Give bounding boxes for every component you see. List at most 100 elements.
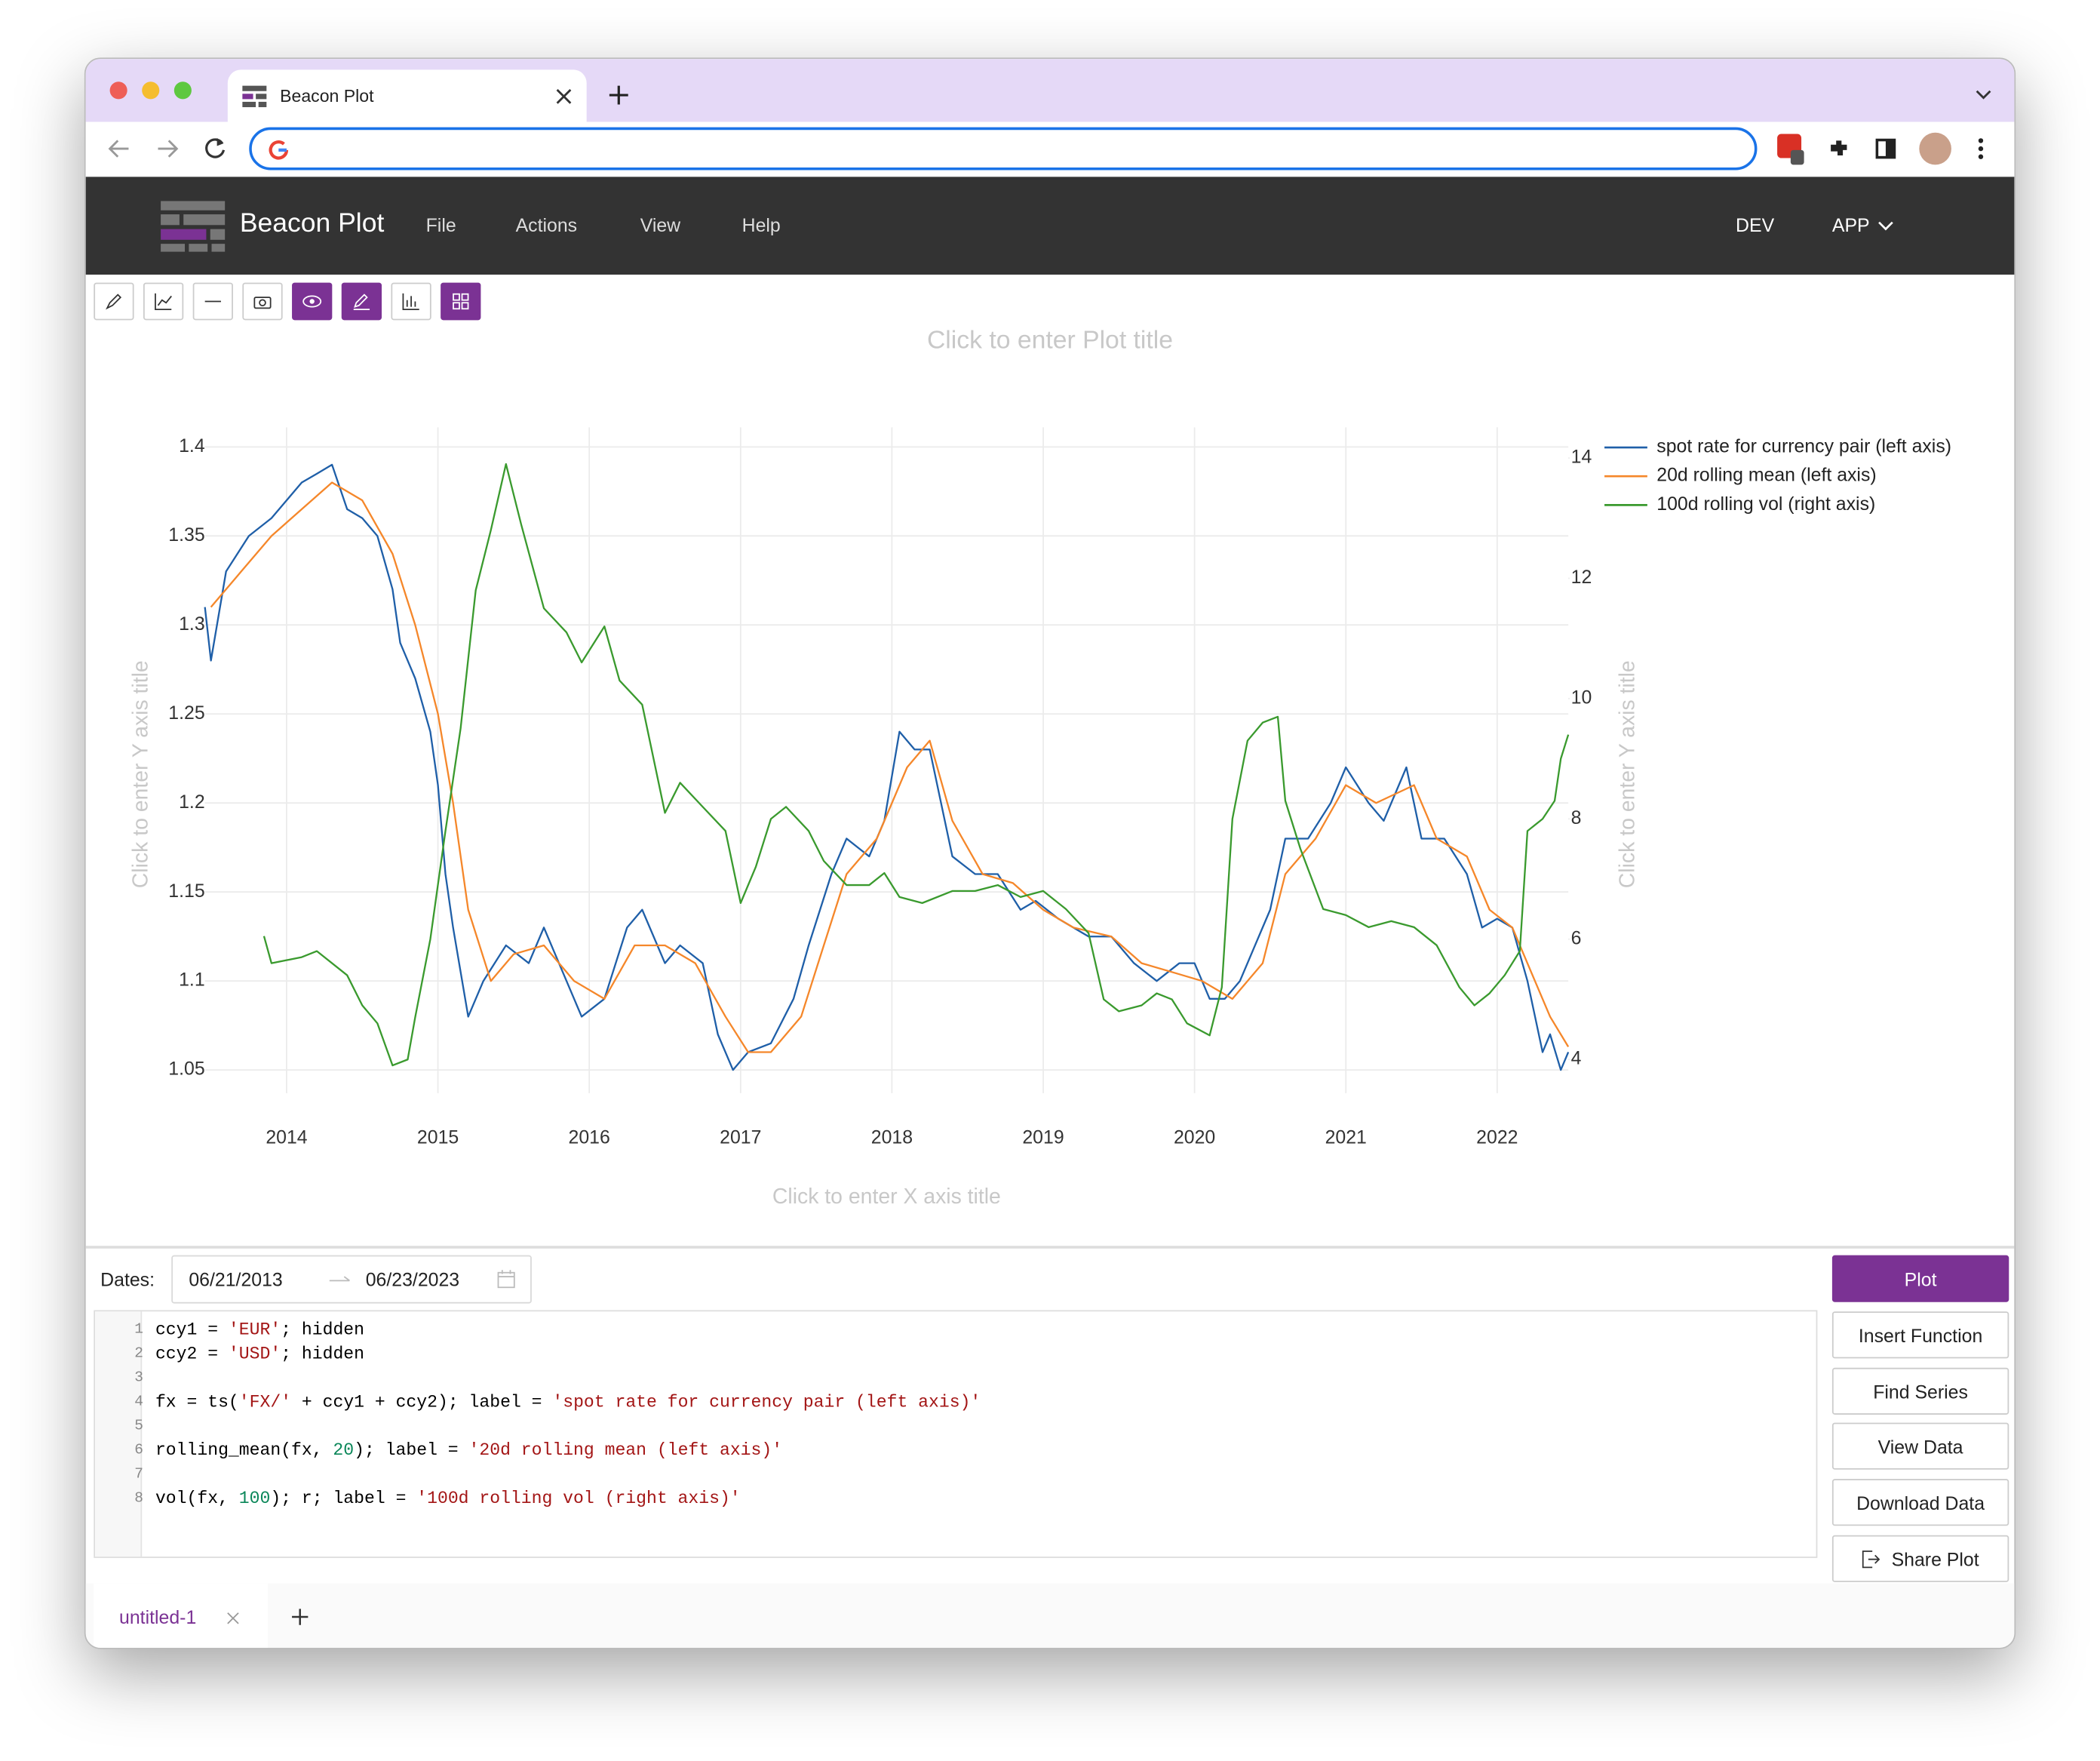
start-date[interactable]: 06/21/2013 [189,1268,283,1290]
file-tab-close[interactable] [226,1612,240,1625]
legend-label: spot rate for currency pair (left axis) [1656,437,1951,457]
dates-label: Dates: [100,1268,155,1290]
toolbar [85,121,2015,177]
y2-axis-title[interactable]: Click to enter Y axis title [1616,660,1640,888]
code-token: 'USD' [228,1343,281,1364]
code-line: ccy1 = 'EUR'; hidden [155,1320,364,1340]
line-number: 4 [134,1394,143,1411]
tool-draw[interactable] [94,282,134,321]
share-icon [1862,1550,1880,1568]
y-tick-label: 1.1 [179,970,205,991]
tab-search[interactable] [1974,88,1993,102]
editor-gutter [95,1311,143,1557]
env-label[interactable]: DEV [1736,214,1775,236]
series-line [204,463,1570,1071]
tool-edit[interactable] [341,282,382,321]
code-line: rolling_mean(fx, 20); label = '20d rolli… [155,1440,782,1461]
tab-close[interactable] [554,87,573,106]
file-tab[interactable]: untitled-1 [94,1583,269,1648]
code-token: '20d rolling mean (left axis)' [468,1440,783,1461]
chart-title[interactable]: Click to enter Plot title [927,326,1173,355]
code-line: fx = ts('FX/' + ccy1 + ccy2); label = 's… [155,1392,981,1412]
calendar-icon[interactable] [497,1270,516,1289]
end-date[interactable]: 06/23/2023 [365,1268,460,1290]
zoom-dot[interactable] [173,81,192,100]
profile-avatar[interactable] [1919,132,1951,165]
plot-toolbar [86,275,2015,328]
share-plot-button[interactable]: Share Plot [1831,1535,2009,1582]
app-header: Beacon Plot File Actions View Help DEV A… [85,177,2015,275]
legend-label: 20d rolling mean (left axis) [1656,466,1876,486]
code-token: ); r; label = [270,1488,417,1509]
date-range[interactable]: 06/21/2013 06/23/2023 [171,1255,532,1304]
x-tick-label: 2014 [266,1128,307,1148]
panel-divider [85,1246,2015,1249]
forward[interactable] [155,138,180,159]
reload[interactable] [204,137,228,161]
tool-camera[interactable] [242,282,283,321]
tool-hline[interactable] [192,282,233,321]
line-number: 5 [134,1418,143,1435]
code-token: ccy1 = [155,1319,229,1340]
menu-item[interactable]: Actions [515,214,578,236]
code-line: ccy2 = 'USD'; hidden [155,1344,364,1364]
code-token: ; hidden [281,1343,365,1364]
browser-menu[interactable] [1977,137,1985,161]
view-data-button[interactable]: View Data [1831,1422,2009,1470]
browser-window: Beacon Plot Beacon Plot File Actions Vie… [84,57,2016,1649]
tool-line-chart[interactable] [143,282,184,321]
legend-label: 100d rolling vol (right axis) [1656,494,1875,515]
side-panel[interactable] [1875,138,1896,159]
series-line [210,481,1570,1053]
file-tab-title[interactable]: untitled-1 [119,1606,197,1628]
range-arrow [329,1276,350,1282]
tool-grid[interactable] [441,282,481,321]
tab-favicon [242,85,267,108]
app-brand: Beacon Plot [239,208,385,239]
add-file-tab[interactable] [290,1608,309,1627]
x-axis-title[interactable]: Click to enter X axis title [772,1185,1001,1209]
line-number: 3 [134,1370,143,1387]
plot-button[interactable]: Plot [1831,1255,2009,1302]
tab-title: Beacon Plot [280,85,374,106]
line-number: 1 [134,1322,143,1338]
x-tick-label: 2019 [1022,1128,1064,1148]
back[interactable] [107,138,131,159]
extension-badge[interactable] [1776,133,1805,167]
chart: Click to enter Plot title Click to enter… [129,326,1951,1209]
code-token: rolling_mean(fx, [155,1440,333,1461]
menu-item[interactable]: Help [741,214,781,236]
code-token: ccy2 = [155,1343,229,1364]
code-token: ; hidden [281,1319,365,1340]
y-axis-title[interactable]: Click to enter Y axis title [129,660,153,888]
browser-tab[interactable]: Beacon Plot [227,69,587,124]
code-editor[interactable]: 1 2 3 4 5 6 7 8 ccy1 = 'EUR'; hidden ccy2 = 'USD'… [94,1310,1818,1558]
y-tick-label: 1.3 [179,614,205,635]
code-token: ); label = [354,1440,469,1461]
close-dot[interactable] [109,81,127,100]
find-series-button[interactable]: Find Series [1831,1367,2009,1415]
download-data-button[interactable]: Download Data [1831,1479,2009,1526]
menu-item[interactable]: View [640,214,681,236]
x-tick-label: 2016 [569,1128,610,1148]
line-number: 8 [134,1491,143,1507]
code-token: 'spot rate for currency pair (left axis)… [552,1391,981,1412]
tool-view[interactable] [292,282,333,321]
x-tick-label: 2015 [417,1128,459,1148]
insert-function-button[interactable]: Insert Function [1831,1311,2009,1359]
new-tab[interactable] [608,85,629,106]
menu-item[interactable]: File [425,214,456,236]
x-tick-label: 2022 [1476,1128,1518,1148]
file-tabs: untitled-1 [85,1583,2015,1648]
code-token: vol(fx, [155,1488,239,1509]
tab-strip: Beacon Plot [85,59,2015,124]
y-tick-label: 1.05 [168,1059,204,1080]
tool-bar-chart[interactable] [391,282,431,321]
code-token: 20 [333,1440,355,1461]
app-menu[interactable]: APP [1831,214,1870,236]
minimize-dot[interactable] [142,81,160,100]
extensions[interactable] [1827,137,1851,161]
address-bar[interactable] [249,127,1758,171]
y-tick-label: 1.15 [168,881,204,902]
app-menu-chevron[interactable] [1877,220,1893,233]
